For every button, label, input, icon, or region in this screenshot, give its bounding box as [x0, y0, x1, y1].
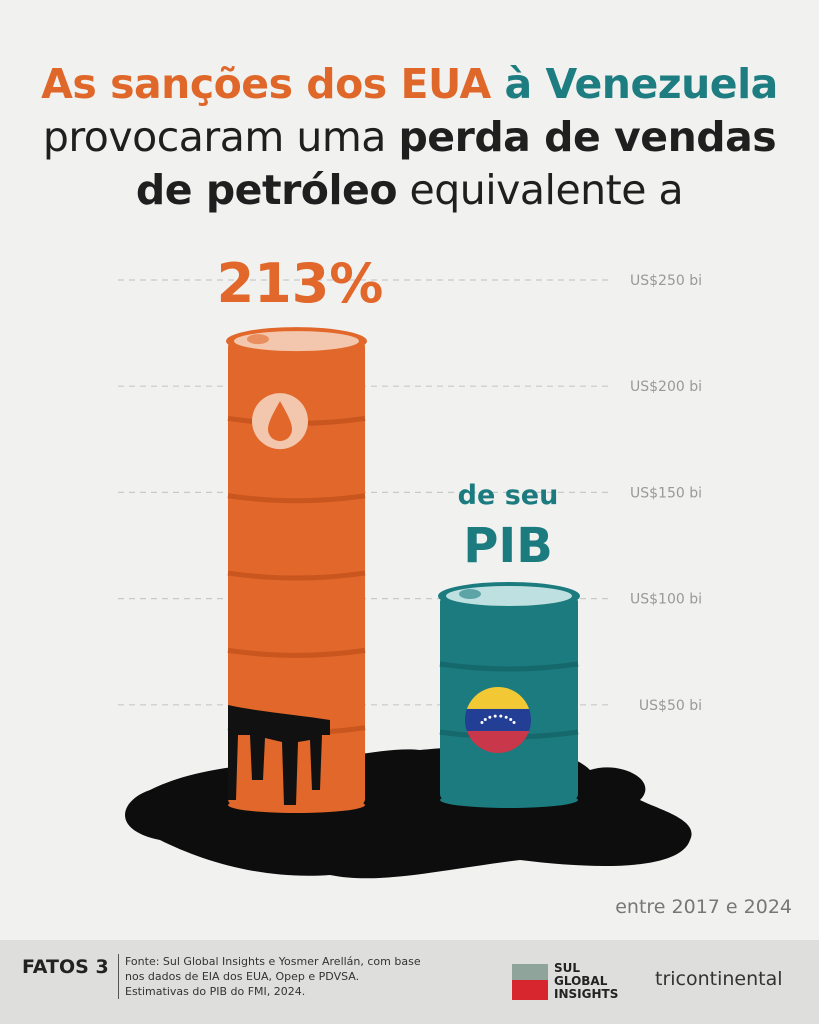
oil-drips: [228, 705, 330, 805]
barrel-bar: [438, 581, 580, 808]
pib-label-line1: de seu: [458, 480, 559, 511]
headline-part: perda de vendas: [398, 113, 777, 161]
y-tick-label: US$250 bi: [630, 273, 702, 289]
pib-label-line2: PIB: [463, 518, 553, 574]
headline-part: à Venezuela: [490, 60, 779, 108]
oil-puddle: [125, 746, 692, 879]
footer: FATOS 3 Fonte: Sul Global Insights e Yos…: [0, 940, 819, 1024]
barrel-rib: [227, 647, 366, 658]
barrel-rib: [227, 493, 366, 504]
y-tick-label: US$50 bi: [639, 698, 702, 714]
headline-part: provocaram uma: [42, 113, 399, 161]
headline-part: equivalente a: [397, 166, 684, 214]
sgi-logo-text: SUL GLOBAL INSIGHTS: [554, 961, 619, 1001]
headline-part: de petróleo: [135, 166, 398, 214]
period-label: entre 2017 e 2024: [615, 896, 792, 918]
barrel-bottom: [228, 797, 365, 813]
sul-global-insights-logo: SUL GLOBAL INSIGHTS: [512, 962, 624, 1001]
y-tick-label: US$200 bi: [630, 379, 702, 395]
percent-label: 213%: [217, 252, 384, 315]
venezuela-flag-icon: [465, 686, 531, 753]
barrel-bottom: [440, 792, 578, 808]
source-note: Fonte: Sul Global Insights e Yosmer Arel…: [118, 954, 425, 999]
barrel-cap: [247, 334, 269, 345]
barrel-body: [228, 341, 365, 805]
oil-drop-icon: [252, 393, 308, 450]
y-tick-label: US$100 bi: [630, 592, 702, 608]
barrel-chart: US$50 bi US$100 bi US$150 bi US$200 bi US$25…: [118, 252, 792, 918]
sgi-logo-icon: [512, 963, 548, 1000]
headline: As sanções dos EUA à Venezuela provocara…: [0, 58, 819, 217]
barrel-rib: [227, 570, 366, 581]
barrel-bar: [226, 327, 367, 813]
series-label: FATOS 3: [22, 956, 109, 978]
y-tick-label: US$150 bi: [630, 485, 702, 501]
headline-part: As sanções dos EUA: [41, 60, 491, 108]
barrel-rib: [439, 661, 579, 672]
barrel-cap: [459, 588, 481, 599]
tricontinental-logo: tricontinental: [655, 968, 783, 990]
